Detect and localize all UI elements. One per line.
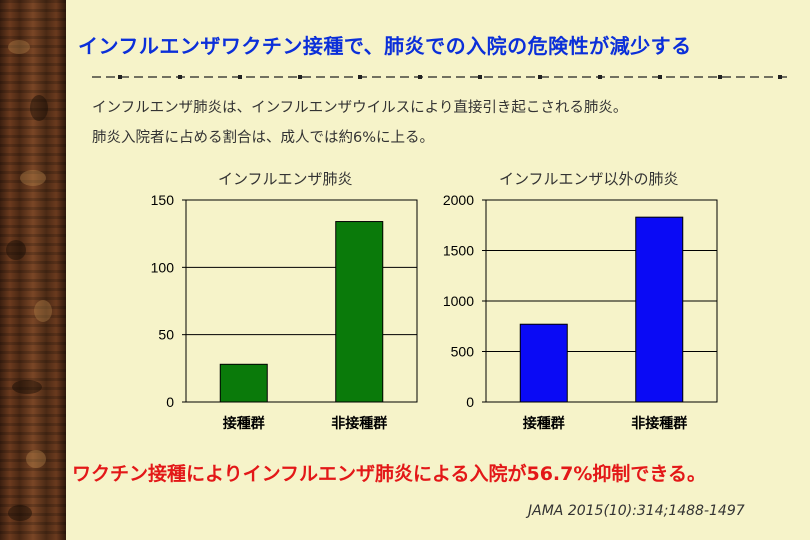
- y-tick-label: 0: [466, 394, 474, 410]
- y-tick-label: 50: [158, 327, 174, 343]
- texture-spot: [6, 240, 26, 260]
- y-tick-label: 100: [151, 259, 175, 275]
- x-category-label: 非接種群: [331, 415, 387, 432]
- x-category-label: 接種群: [223, 415, 265, 432]
- y-tick-label: 1500: [443, 243, 474, 259]
- bar-unvaccinated: [335, 221, 384, 403]
- texture-spot: [8, 505, 32, 521]
- y-tick-label: 0: [166, 394, 174, 410]
- y-tick-label: 150: [151, 192, 175, 208]
- bar-unvaccinated: [635, 216, 684, 403]
- x-category-label: 接種群: [523, 415, 565, 432]
- y-tick-label: 1000: [443, 293, 474, 309]
- chart-title-other-pneumonia: インフルエンザ以外の肺炎: [499, 170, 679, 188]
- texture-spot: [30, 95, 48, 121]
- texture-spot: [26, 450, 46, 468]
- intro-text-line-2: 肺炎入院者に占める割合は、成人では約6%に上る。: [92, 130, 435, 146]
- other-pneumonia-bar-chart: 0 500 1000 1500 2000 接種群 非接種群: [443, 192, 718, 432]
- slide-title: インフルエンザワクチン接種で、肺炎での入院の危険性が減少する: [78, 34, 692, 58]
- bar-vaccinated: [519, 323, 568, 403]
- conclusion-text: ワクチン接種によりインフルエンザ肺炎による入院が56.7%抑制できる。: [72, 463, 707, 485]
- decorative-wood-sidebar: [0, 0, 66, 540]
- influenza-pneumonia-bar-chart: 0 50 100 150 接種群 非接種群: [151, 192, 418, 432]
- intro-text-line-1: インフルエンザ肺炎は、インフルエンザウイルスにより直接引き起こされる肺炎。: [92, 100, 628, 116]
- texture-spot: [34, 300, 52, 322]
- texture-spot: [20, 170, 46, 186]
- decorative-divider: [92, 75, 792, 79]
- chart-title-influenza-pneumonia: インフルエンザ肺炎: [218, 170, 353, 188]
- y-tick-label: 2000: [443, 192, 474, 208]
- x-category-label: 非接種群: [631, 415, 687, 432]
- texture-spot: [12, 380, 42, 394]
- citation-text: JAMA 2015(10):314;1488-1497: [528, 503, 745, 519]
- plot-area-border: [185, 199, 418, 403]
- texture-spot: [8, 40, 30, 54]
- y-tick-label: 500: [451, 344, 475, 360]
- bar-vaccinated: [219, 363, 268, 403]
